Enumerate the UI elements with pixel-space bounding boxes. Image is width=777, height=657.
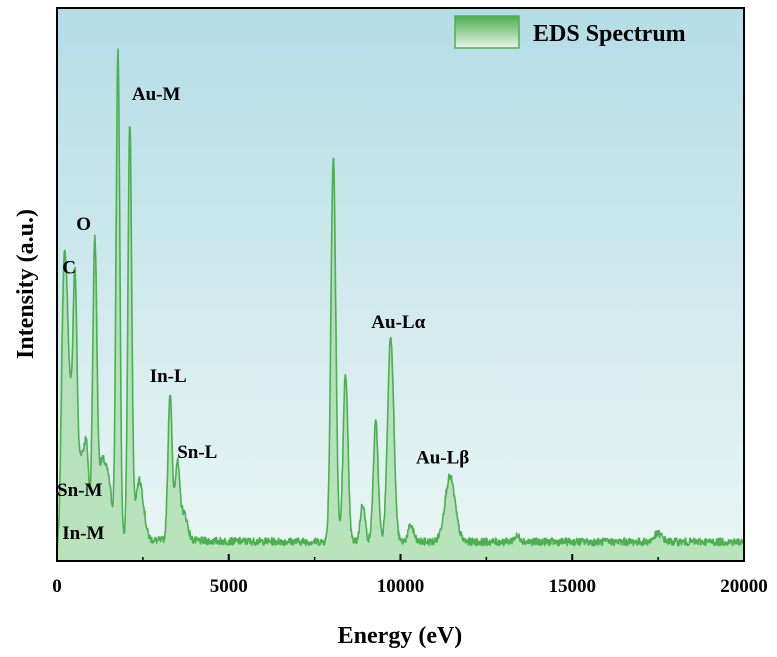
y-axis-title: Intensity (a.u.): [13, 209, 39, 359]
peak-annotations: Au-M O C In-L Sn-L Au-Lα Au-Lβ Sn-M In-M: [57, 84, 469, 544]
legend-swatch: [454, 15, 520, 49]
peak-label: Au-Lα: [371, 312, 425, 333]
x-tick-label: 10000: [377, 576, 425, 597]
legend: EDS Spectrum: [454, 15, 686, 49]
peak-label: O: [76, 214, 91, 235]
peak-label: Sn-M: [57, 480, 102, 501]
x-tick-label: 5000: [210, 576, 248, 597]
peak-label: Au-M: [132, 84, 181, 105]
peak-label: Au-Lβ: [416, 447, 469, 468]
spectrum-line: [57, 48, 744, 548]
x-tick-label: 20000: [720, 576, 768, 597]
peak-label: C: [62, 258, 76, 279]
x-axis-title: Energy (eV): [338, 623, 463, 649]
peak-label: In-M: [62, 523, 104, 544]
peak-label: In-L: [150, 366, 187, 387]
x-tick-label: 0: [52, 576, 62, 597]
x-axis-ticks: 0 5000 10000 15000 20000: [52, 554, 768, 597]
x-tick-label: 15000: [549, 576, 597, 597]
peak-label: Sn-L: [177, 442, 217, 463]
legend-label: EDS Spectrum: [533, 21, 686, 47]
